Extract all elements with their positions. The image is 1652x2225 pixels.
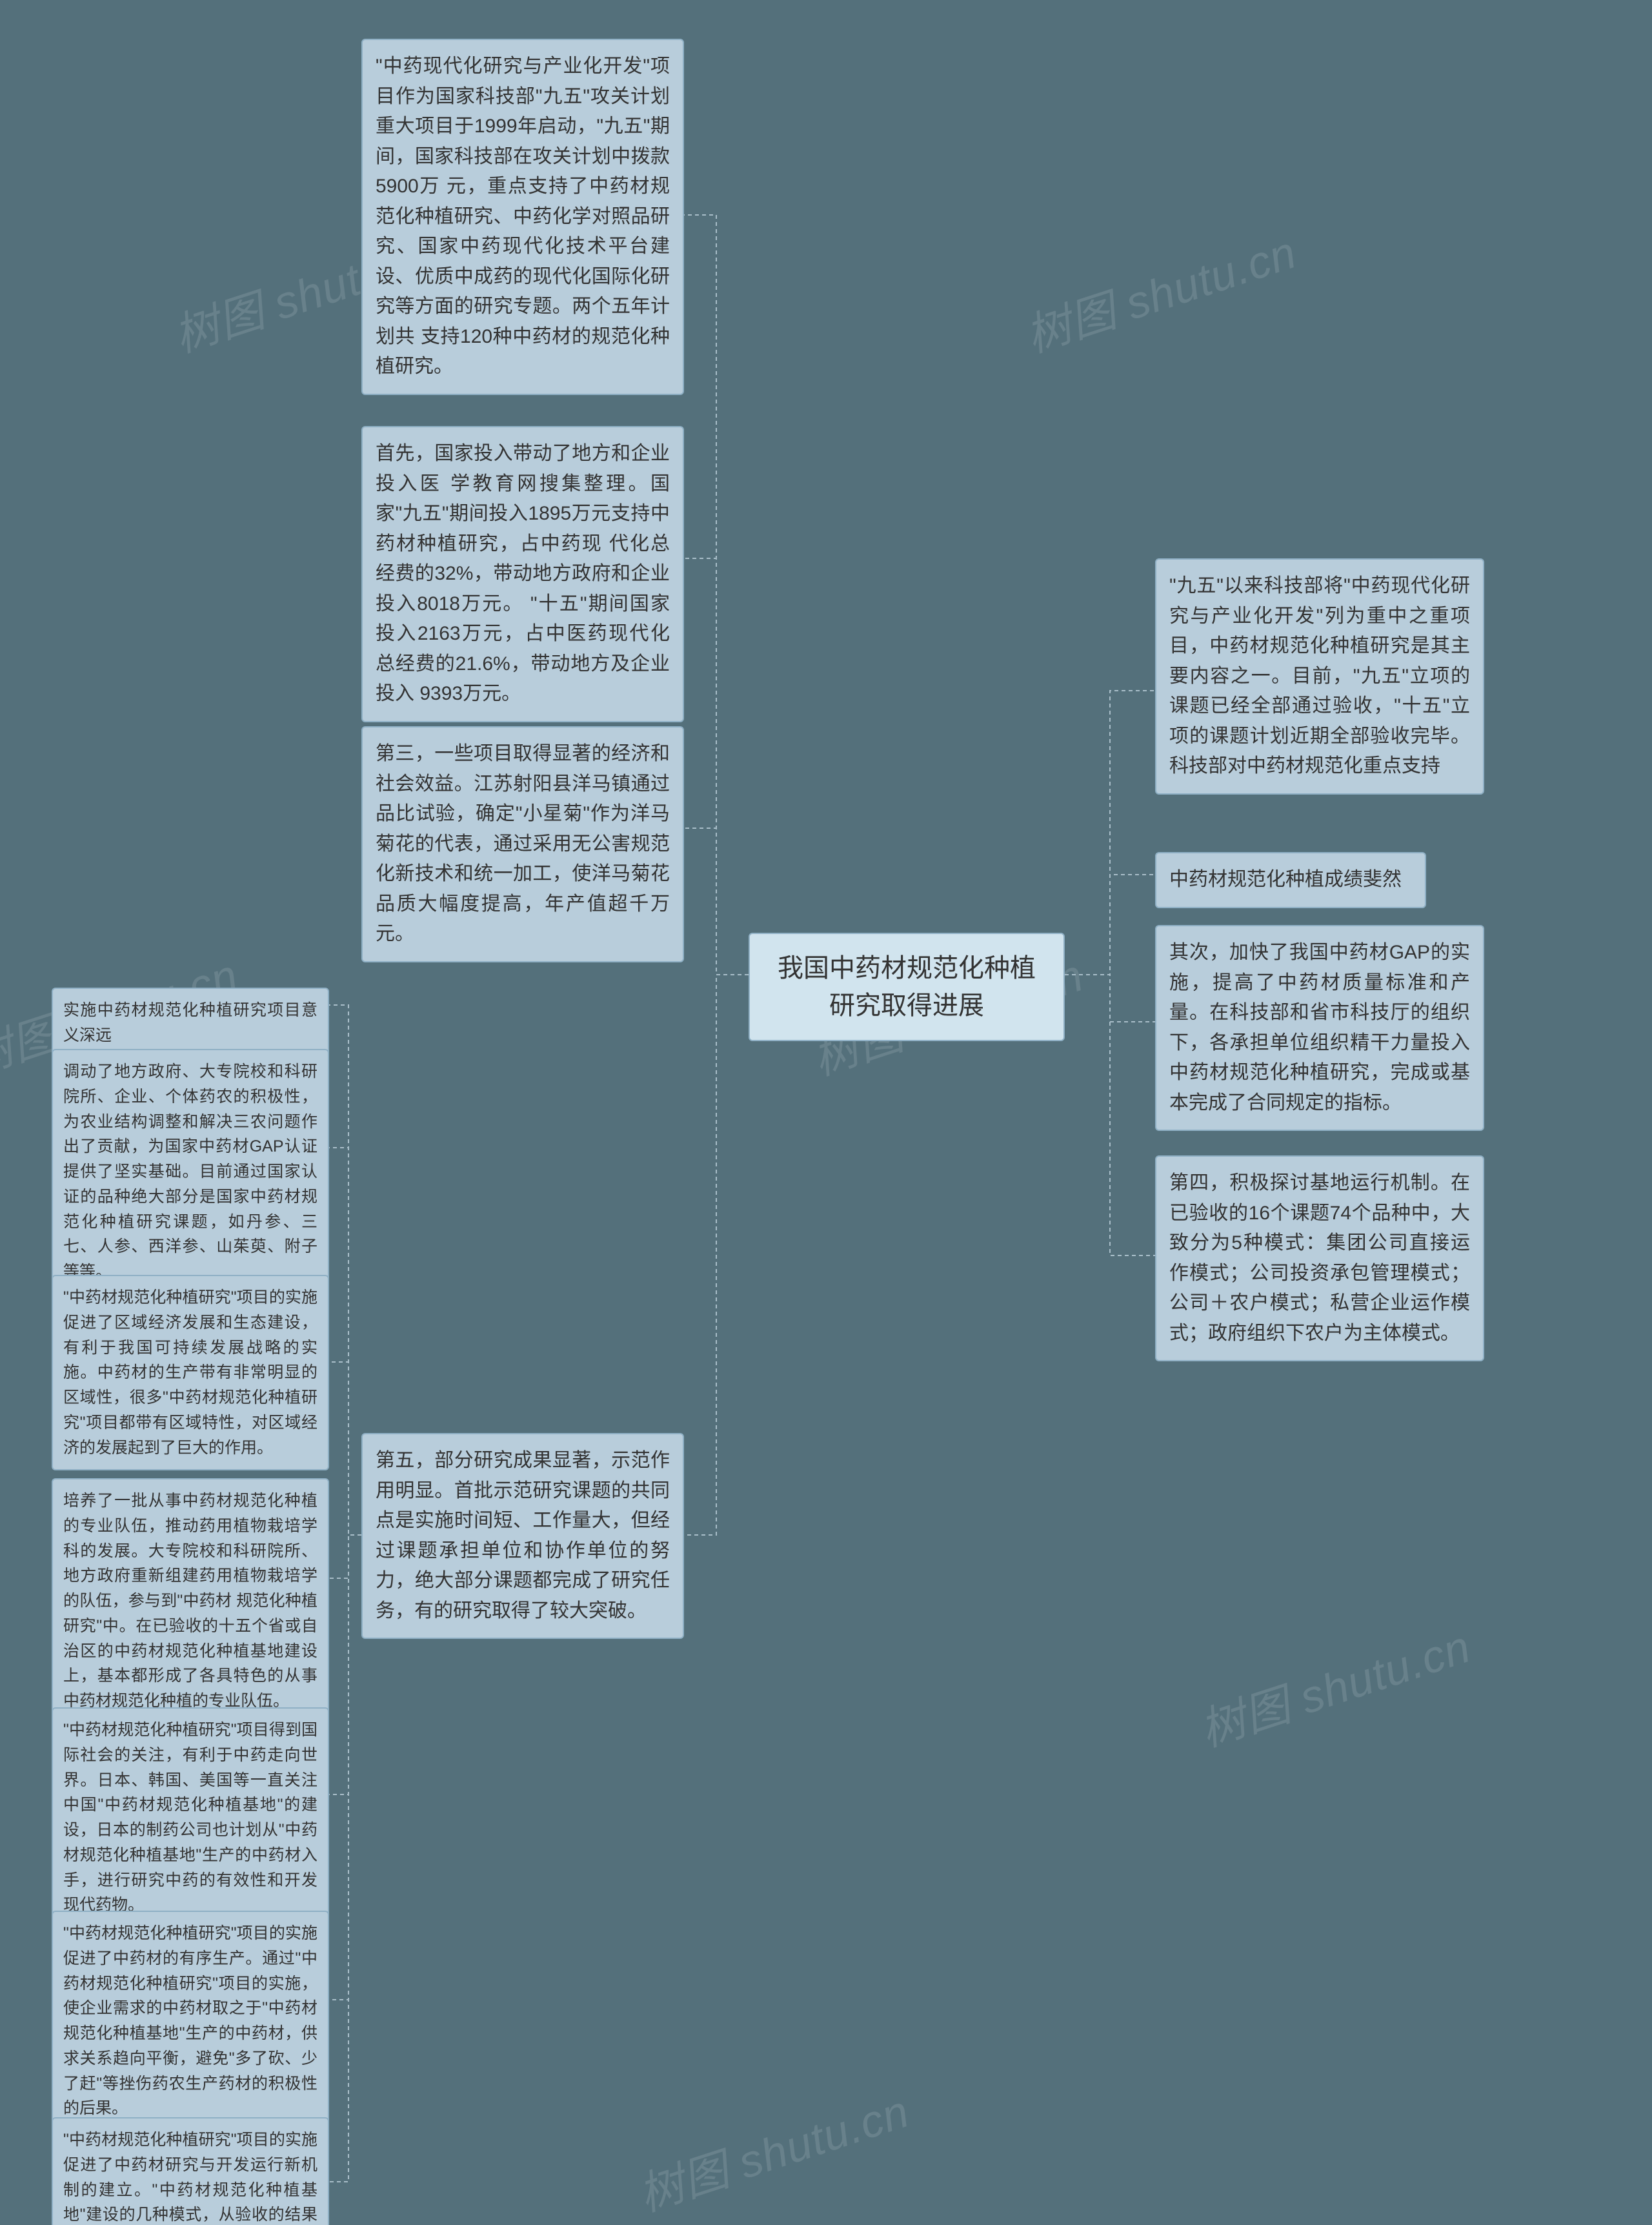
node-l2a: "中药现代化研究与产业化开发"项目作为国家科技部"九五"攻关计划重大项目于199… [361,39,684,395]
center-node: 我国中药材规范化种植研究取得进展 [749,933,1065,1041]
node-l1a: 实施中药材规范化种植研究项目意义深远 [52,988,329,1059]
node-l2b: 首先，国家投入带动了地方和企业投入医 学教育网搜集整理。国家"九五"期间投入18… [361,426,684,722]
node-r3: 其次，加快了我国中药材GAP的实施，提高了中药材质量标准和产量。在科技部和省市科… [1155,925,1484,1131]
node-r4: 第四，积极探讨基地运行机制。在已验收的16个课题74个品种中，大致分为5种模式：… [1155,1155,1484,1361]
node-r2: 中药材规范化种植成绩斐然 [1155,852,1426,908]
node-l1c: "中药材规范化种植研究"项目的实施促进了区域经济发展和生态建设，有利于我国可持续… [52,1275,329,1470]
node-l1f: "中药材规范化种植研究"项目的实施促进了中药材的有序生产。通过"中药材规范化种植… [52,1911,329,2131]
node-l1e: "中药材规范化种植研究"项目得到国际社会的关注，有利于中药走向世界。日本、韩国、… [52,1707,329,1928]
node-l2d: 第五，部分研究成果显著，示范作用明显。首批示范研究课题的共同点是实施时间短、工作… [361,1433,684,1639]
node-l1b: 调动了地方政府、大专院校和科研院所、企业、个体药农的积极性，为农业结构调整和解决… [52,1049,329,1295]
node-r1: "九五"以来科技部将"中药现代化研究与产业化开发"列为重中之重项目，中药材规范化… [1155,558,1484,795]
node-l2c: 第三，一些项目取得显著的经济和社会效益。江苏射阳县洋马镇通过品比试验，确定"小星… [361,726,684,962]
node-l1d: 培养了一批从事中药材规范化种植的专业队伍，推动药用植物栽培学科的发展。大专院校和… [52,1478,329,1724]
node-l1g: "中药材规范化种植研究"项目的实施促进了中药材研究与开发运行新机制的建立。"中药… [52,2117,329,2225]
